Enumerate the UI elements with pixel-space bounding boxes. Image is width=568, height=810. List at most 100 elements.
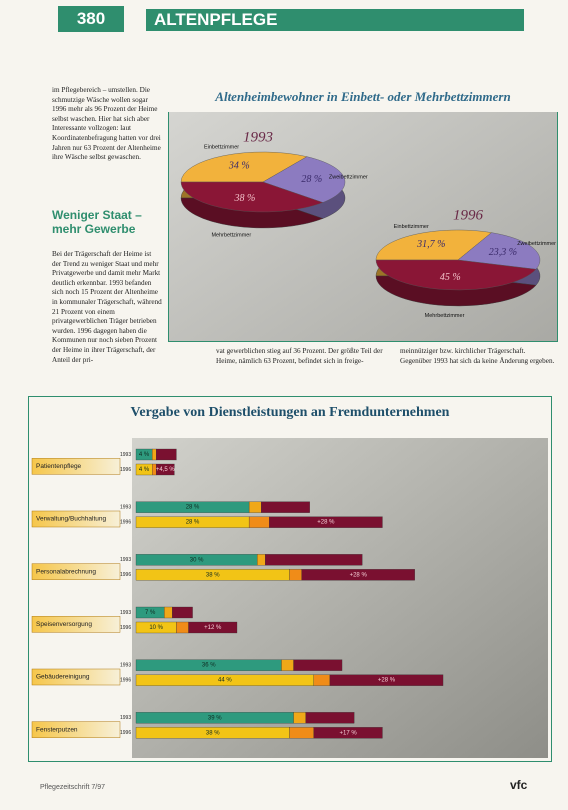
year-label: 1993	[120, 662, 131, 668]
bar-segment	[188, 621, 238, 634]
year-label: 1993	[120, 610, 131, 616]
body-text: meinnütziger bzw. kirchlicher Trägerscha…	[400, 347, 555, 365]
pie-category-label: Zweibettzimmer	[329, 174, 368, 180]
bar-segment	[289, 727, 314, 739]
bar-segment	[281, 659, 294, 671]
year-label: 1996	[120, 519, 131, 525]
pie-slice	[262, 156, 346, 203]
bar-segment	[269, 516, 383, 528]
subheading: Weniger Staat – mehr Gewerbe	[52, 208, 142, 236]
category-label: Personalabrechnung	[36, 568, 96, 575]
pie-year: 1993	[243, 129, 273, 145]
bar-segment	[329, 674, 444, 686]
year-label: 1996	[120, 730, 131, 736]
category-label: Verwaltung/Buchhaltung	[36, 516, 106, 523]
body-text: im Pflegebereich – umstellen. Die schmut…	[52, 86, 161, 162]
bar-segment	[293, 712, 306, 724]
category-label: Gebäudereinigung	[36, 674, 90, 681]
category-box	[31, 616, 121, 633]
bar-value-label: +4,5 %	[156, 467, 176, 473]
pie-value-label: 23,3 %	[489, 247, 517, 258]
bar-value-label: 44 %	[218, 678, 232, 684]
section-title: ALTENPFLEGE	[146, 9, 524, 31]
bar-segment	[176, 621, 189, 634]
bar-segment	[261, 501, 310, 513]
pie-category-label: Mehrbettzimmer	[425, 313, 465, 319]
category-label: Speisenversorgung	[36, 621, 92, 628]
bar-value-label: 38 %	[206, 572, 220, 578]
pie-slice	[375, 259, 537, 291]
year-label: 1996	[120, 677, 131, 683]
bar-value-label: 36 %	[202, 663, 216, 669]
bar-segment	[265, 554, 363, 566]
panel-head	[168, 82, 558, 112]
chart-title: Vergabe von Dienstleistungen an Fremdunt…	[131, 405, 450, 420]
pie-value-label: 31,7 %	[416, 239, 445, 250]
bar-value-label: 28 %	[186, 520, 200, 526]
bar-segment	[248, 516, 270, 528]
bar-segment	[156, 463, 175, 476]
bar-segment	[313, 674, 331, 686]
pie-value-label: 45 %	[440, 272, 461, 283]
year-label: 1993	[120, 504, 131, 510]
bar-value-label: 7 %	[145, 610, 156, 616]
bar-value-label: 10 %	[149, 625, 163, 631]
category-box	[31, 510, 121, 528]
panel-title: Altenheimbewohner in Einbett- oder Mehrb…	[214, 89, 510, 104]
bar-value-label: +28 %	[317, 520, 335, 526]
bar-value-label: 30 %	[190, 557, 204, 563]
pie-slice	[180, 151, 308, 183]
body-text: Bei der Trägerschaft der Heime ist der T…	[52, 250, 162, 364]
pie-category-label: Einbettzimmer	[394, 224, 429, 230]
pie-category-label: Zweibettzimmer	[517, 241, 556, 247]
category-box	[31, 721, 121, 738]
bar-segment	[289, 569, 302, 581]
category-box	[31, 563, 121, 580]
year-label: 1996	[120, 625, 131, 631]
bar-value-label: 39 %	[208, 715, 222, 721]
year-label: 1993	[120, 557, 131, 563]
footer-source: Pflegezeitschrift 7/97	[40, 784, 105, 791]
bar-segment	[248, 501, 262, 513]
year-label: 1996	[120, 572, 131, 578]
pie-category-label: Mehrbettzimmer	[211, 233, 251, 239]
year-label: 1993	[120, 715, 131, 721]
year-label: 1993	[120, 452, 131, 458]
pie-value-label: 34 %	[228, 161, 250, 172]
bar-value-label: 28 %	[186, 505, 200, 511]
category-label: Patientenpflege	[36, 463, 82, 470]
bar-segment	[301, 569, 415, 581]
footer-logo: vfc	[510, 778, 528, 792]
pie-slice	[457, 232, 541, 270]
bar-value-label: +17 %	[340, 730, 358, 736]
bar-segment	[152, 448, 157, 461]
pie-slice	[180, 181, 324, 213]
bar-value-label: 4 %	[139, 467, 150, 473]
bar-segment	[156, 448, 177, 461]
bar-panel: Vergabe von Dienstleistungen an Fremdunt…	[28, 396, 552, 762]
pie-category-label: Einbettzimmer	[204, 144, 239, 150]
pie-value-label: 38 %	[233, 193, 255, 204]
page-number: 380	[58, 6, 124, 32]
body-text: vat gewerblichen stieg auf 36 Prozent. D…	[216, 347, 383, 365]
category-box	[31, 458, 121, 475]
bar-value-label: +28 %	[350, 572, 368, 578]
year-label: 1996	[120, 467, 131, 473]
bar-value-label: 4 %	[139, 452, 150, 458]
bar-segment	[305, 712, 355, 724]
category-box	[31, 668, 121, 686]
pie-slice	[375, 229, 492, 261]
plot-bg	[132, 438, 548, 758]
bar-segment	[172, 606, 193, 619]
pie-year: 1996	[453, 207, 484, 223]
bar-segment	[164, 606, 173, 619]
bar-segment	[313, 727, 383, 739]
bar-value-label: 38 %	[206, 730, 220, 736]
bar-value-label: +28 %	[378, 678, 396, 684]
bar-segment	[293, 659, 343, 671]
bar-segment	[257, 554, 266, 566]
pie-panel: Altenheimbewohner in Einbett- oder Mehrb…	[168, 82, 558, 342]
bar-value-label: +12 %	[204, 625, 222, 631]
pie-value-label: 28 %	[301, 174, 322, 185]
